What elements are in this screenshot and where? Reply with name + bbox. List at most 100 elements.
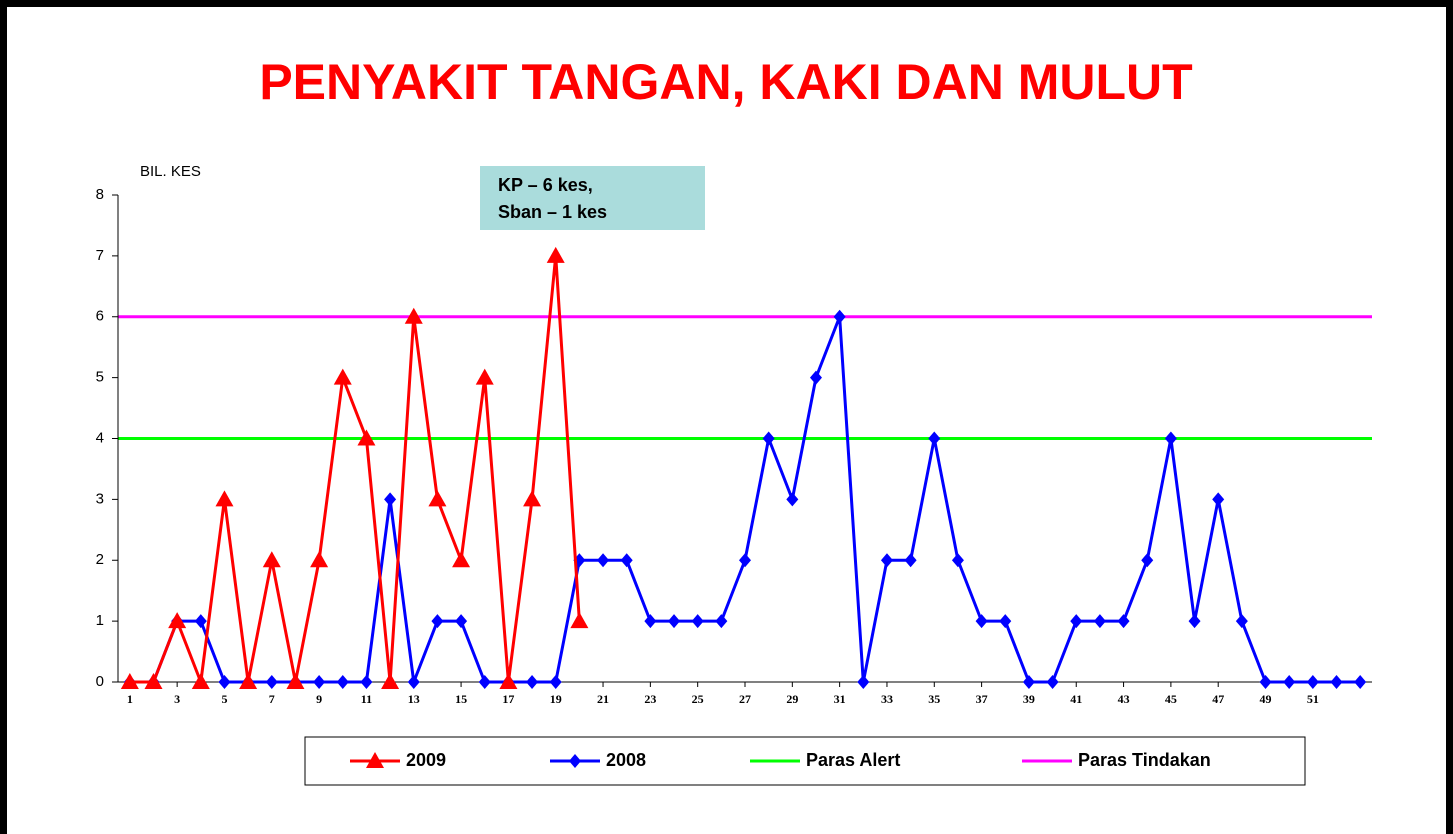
- data-point: [313, 675, 326, 689]
- data-point: [357, 429, 376, 446]
- data-point: [407, 675, 420, 689]
- x-tick-label: 11: [361, 692, 372, 706]
- data-point: [360, 675, 373, 689]
- series-line: [129, 315, 1361, 684]
- data-point: [120, 673, 139, 689]
- data-point: [333, 368, 352, 385]
- x-tick-label: 27: [739, 692, 751, 706]
- data-point: [691, 614, 704, 629]
- data-point: [620, 553, 633, 568]
- data-point: [668, 614, 681, 629]
- y-tick-label: 8: [96, 186, 104, 203]
- x-tick-label: 15: [455, 692, 467, 706]
- y-tick-label: 5: [96, 369, 104, 386]
- x-tick-label: 51: [1307, 692, 1319, 706]
- legend-label: Paras Alert: [806, 750, 900, 770]
- data-point: [431, 614, 444, 629]
- data-point: [809, 370, 822, 385]
- data-point: [336, 675, 349, 689]
- data-point: [428, 490, 447, 507]
- y-tick-label: 1: [96, 612, 104, 629]
- x-tick-label: 41: [1070, 692, 1082, 706]
- data-point: [381, 673, 400, 689]
- x-tick-label: 45: [1165, 692, 1177, 706]
- annotation: Sban – 1 kes: [498, 202, 607, 222]
- y-tick-label: 2: [96, 551, 104, 568]
- x-tick-label: 25: [692, 692, 704, 706]
- data-point: [1141, 553, 1154, 568]
- x-tick-label: 9: [316, 692, 322, 706]
- data-point: [928, 431, 941, 446]
- data-point: [1164, 431, 1177, 446]
- data-point: [570, 612, 589, 629]
- y-tick-label: 4: [96, 429, 104, 446]
- legend: [304, 736, 1306, 786]
- chart-title: PENYAKIT TANGAN, KAKI DAN MULUT: [259, 54, 1192, 110]
- x-tick-label: 43: [1118, 692, 1130, 706]
- data-point: [218, 675, 231, 689]
- x-tick-label: 47: [1212, 692, 1224, 706]
- x-tick-label: 3: [174, 692, 180, 706]
- data-point: [239, 673, 258, 689]
- data-point: [1235, 614, 1248, 629]
- data-point: [265, 675, 278, 689]
- data-point: [384, 492, 397, 507]
- x-tick-label: 19: [550, 692, 562, 706]
- x-tick-label: 29: [786, 692, 798, 706]
- data-point: [194, 614, 207, 629]
- x-tick-label: 13: [408, 692, 420, 706]
- data-point: [999, 614, 1012, 629]
- data-point: [191, 673, 210, 689]
- data-point: [215, 490, 234, 507]
- data-point: [857, 675, 870, 689]
- data-point: [499, 673, 518, 689]
- legend-marker: [366, 752, 384, 768]
- y-axis-label: BIL. KES: [140, 163, 201, 180]
- data-point: [1046, 675, 1059, 689]
- data-point: [1283, 675, 1296, 689]
- x-tick-label: 7: [269, 692, 275, 706]
- x-tick-label: 1: [127, 692, 133, 706]
- x-tick-label: 33: [881, 692, 893, 706]
- data-point: [904, 553, 917, 568]
- data-point: [478, 675, 491, 689]
- data-point: [286, 673, 305, 689]
- y-tick-label: 3: [96, 490, 104, 507]
- x-tick-label: 21: [597, 692, 609, 706]
- data-point: [644, 614, 657, 629]
- data-point: [880, 553, 893, 568]
- data-point: [833, 309, 846, 324]
- x-tick-label: 5: [221, 692, 227, 706]
- x-tick-label: 31: [834, 692, 846, 706]
- data-point: [549, 675, 562, 689]
- data-point: [1306, 675, 1319, 689]
- data-point: [1354, 675, 1367, 689]
- data-point: [310, 551, 329, 568]
- data-point: [786, 492, 799, 507]
- data-point: [526, 675, 539, 689]
- data-point: [1259, 675, 1272, 689]
- data-point: [452, 551, 471, 568]
- y-tick-label: 7: [96, 247, 104, 264]
- data-point: [475, 368, 494, 385]
- x-tick-label: 39: [1023, 692, 1035, 706]
- y-tick-label: 0: [96, 673, 104, 690]
- data-point: [144, 673, 163, 689]
- x-tick-label: 23: [644, 692, 656, 706]
- data-point: [975, 614, 988, 629]
- legend-label: 2008: [606, 750, 646, 770]
- legend-marker: [569, 754, 581, 768]
- data-point: [1188, 614, 1201, 629]
- legend-label: Paras Tindakan: [1078, 750, 1211, 770]
- data-point: [951, 553, 964, 568]
- y-tick-label: 6: [96, 308, 104, 325]
- data-point: [168, 612, 187, 629]
- x-tick-label: 49: [1260, 692, 1272, 706]
- data-point: [739, 553, 751, 568]
- data-point: [1330, 675, 1343, 689]
- data-point: [546, 246, 565, 263]
- data-point: [455, 614, 468, 629]
- data-point: [1093, 614, 1106, 629]
